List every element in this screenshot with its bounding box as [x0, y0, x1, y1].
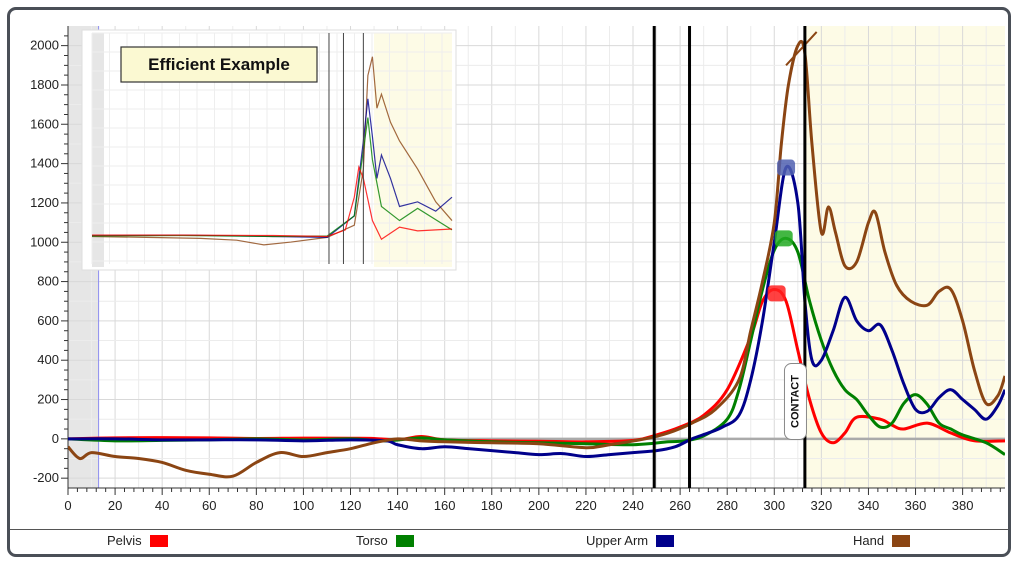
legend-label: Hand [853, 533, 885, 548]
inset-title-box [120, 46, 318, 83]
y-tick-label: -200 [33, 470, 59, 485]
x-tick-label: 100 [293, 498, 315, 513]
x-tick-label: 180 [481, 498, 503, 513]
x-tick-label: 340 [858, 498, 880, 513]
y-tick-label: 1000 [30, 234, 59, 249]
y-tick-label: 1200 [30, 195, 59, 210]
contact-label-box [783, 362, 807, 440]
x-tick-label: 80 [249, 498, 263, 513]
legend-item-upper-arm[interactable]: Upper Arm [586, 533, 675, 548]
x-tick-label: 200 [528, 498, 550, 513]
x-tick-label: 120 [340, 498, 362, 513]
legend: Pelvis Torso Upper Arm Hand [10, 529, 1008, 554]
post-contact-shade [804, 26, 1005, 488]
y-tick-label: 1600 [30, 116, 59, 131]
series-line-upper-arm [68, 164, 1005, 459]
legend-swatch [149, 534, 168, 547]
peak-marker-pelvis [767, 285, 786, 302]
y-tick-label: 1800 [30, 77, 59, 92]
x-tick-label: 380 [952, 498, 974, 513]
chart-frame: 0 20 40 60 80 100 120 140 160 180 200 220 240 260 280 3… [7, 7, 1011, 557]
legend-item-torso[interactable]: Torso [356, 533, 414, 548]
y-tick-label: 400 [37, 352, 59, 367]
y-tick-label: 0 [52, 431, 59, 446]
legend-label: Upper Arm [586, 533, 649, 548]
inset-series-line [92, 164, 453, 241]
legend-swatch [395, 534, 414, 547]
hand-peak-tangent [785, 31, 818, 66]
legend-item-hand[interactable]: Hand [853, 533, 911, 548]
inset-shade [374, 33, 452, 267]
y-tick-label: 200 [37, 392, 59, 407]
legend-swatch [892, 534, 911, 547]
x-tick-label: 140 [387, 498, 409, 513]
x-tick-label: 0 [64, 498, 71, 513]
x-tick-label: 300 [763, 498, 785, 513]
x-tick-label: 260 [669, 498, 691, 513]
y-tick-label: 1400 [30, 156, 59, 171]
contact-label: CONTACT [789, 375, 801, 428]
x-tick-label: 60 [202, 498, 216, 513]
x-tick-label: 280 [716, 498, 738, 513]
y-tick-label: 2000 [30, 38, 59, 53]
x-tick-label: 320 [811, 498, 833, 513]
y-tick-label: 800 [37, 274, 59, 289]
x-tick-label: 160 [434, 498, 456, 513]
legend-label: Torso [356, 533, 388, 548]
x-tick-label: 20 [108, 498, 122, 513]
chart-svg: 0 20 40 60 80 100 120 140 160 180 200 220 240 260 280 3… [30, 26, 1005, 513]
legend-label: Pelvis [107, 533, 142, 548]
peak-marker-torso [774, 230, 793, 247]
x-tick-label: 220 [575, 498, 597, 513]
peak-marker-upper-arm [777, 159, 796, 176]
x-tick-label: 40 [155, 498, 169, 513]
inset-left-shade [92, 33, 104, 267]
series-line-hand [68, 39, 1005, 479]
legend-swatch [656, 534, 675, 547]
inset-series-line [91, 117, 453, 238]
legend-item-pelvis[interactable]: Pelvis [107, 533, 168, 548]
x-tick-label: 240 [622, 498, 644, 513]
y-tick-label: 600 [37, 313, 59, 328]
x-tick-label: 360 [905, 498, 927, 513]
inset-title: Efficient Example [148, 55, 290, 74]
